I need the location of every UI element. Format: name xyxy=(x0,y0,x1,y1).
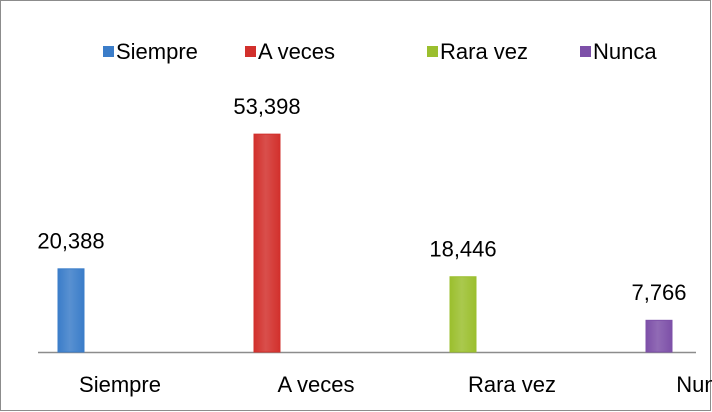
bar xyxy=(57,268,85,353)
bar xyxy=(253,133,281,353)
x-tick-label: Rara vez xyxy=(468,372,556,397)
legend-swatch xyxy=(580,46,591,57)
legend-swatch xyxy=(103,46,114,57)
legend-swatch xyxy=(427,46,438,57)
x-tick-label: Siempre xyxy=(79,372,161,397)
legend-label: Nunca xyxy=(593,39,657,64)
bar xyxy=(449,276,477,353)
bar xyxy=(645,319,673,353)
legend-label: A veces xyxy=(258,39,335,64)
data-label: 18,446 xyxy=(429,237,496,262)
data-label: 7,766 xyxy=(631,280,686,305)
data-label: 20,388 xyxy=(37,229,104,254)
legend-label: Siempre xyxy=(116,39,198,64)
x-tick-label: A veces xyxy=(277,372,354,397)
legend-swatch xyxy=(245,46,256,57)
data-label: 53,398 xyxy=(233,94,300,119)
legend-label: Rara vez xyxy=(440,39,528,64)
x-tick-label: Nunca xyxy=(676,372,712,397)
